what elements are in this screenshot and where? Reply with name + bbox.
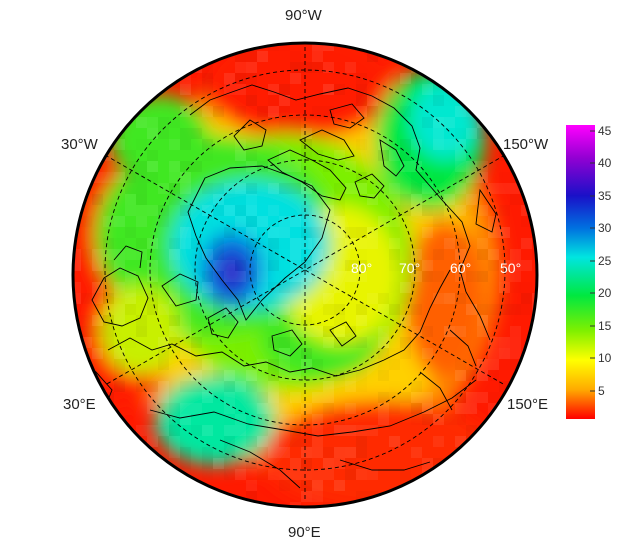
lon-label-lower-right: 150°E: [507, 396, 549, 413]
lon-label-upper-left: 30°W: [61, 136, 98, 153]
lon-label-top: 90°W: [285, 7, 322, 24]
lat-circle-80: [249, 214, 361, 326]
colorbar-tick-labels: 45 40 35 30 25 20 15 10 5: [598, 124, 612, 398]
colorbar-label-40: 40: [598, 156, 612, 170]
latitude-labels: 80° 70° 60° 50°: [351, 260, 521, 276]
colorbar-label-5: 5: [598, 384, 605, 398]
lat-label-80: 80°: [351, 260, 372, 276]
field-layer: [73, 43, 537, 507]
colorbar-label-15: 15: [598, 319, 612, 333]
colorbar-bar: [566, 125, 595, 419]
lat-label-50: 50°: [500, 260, 521, 276]
colorbar-label-35: 35: [598, 189, 612, 203]
lat-circle-60: [149, 114, 461, 426]
colorbar-label-20: 20: [598, 286, 612, 300]
graticule: [104, 43, 506, 500]
colorbar-label-25: 25: [598, 254, 612, 268]
lat-label-60: 60°: [450, 260, 471, 276]
colorbar: 45 40 35 30 25 20 15 10 5: [566, 124, 612, 419]
lon-label-bottom: 90°E: [288, 524, 321, 541]
lon-label-lower-left: 30°E: [63, 396, 96, 413]
colorbar-ticks: [590, 130, 595, 392]
map-border: [71, 41, 539, 509]
lon-label-upper-right: 150°W: [503, 136, 549, 153]
lat-circle-50: [104, 69, 506, 471]
colorbar-label-45: 45: [598, 124, 612, 138]
colorbar-label-10: 10: [598, 351, 612, 365]
colorbar-label-30: 30: [598, 221, 612, 235]
lat-circle-70: [194, 159, 416, 381]
lat-label-70: 70°: [399, 260, 420, 276]
